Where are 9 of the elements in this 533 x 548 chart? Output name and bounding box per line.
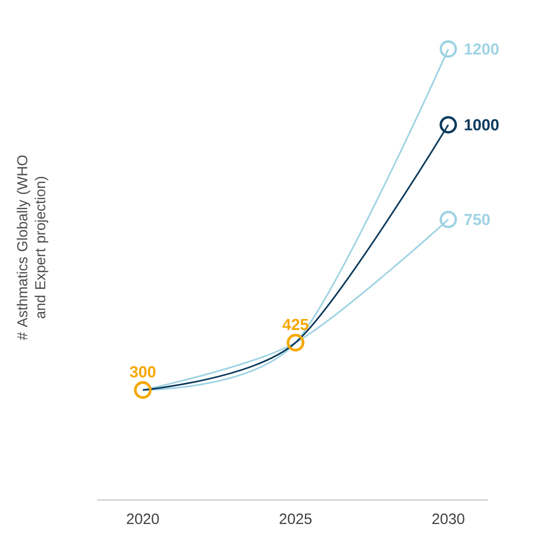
y-axis-title: # Asthmatics Globally (WHO and Expert projection) <box>16 155 48 340</box>
data-label: 425 <box>282 318 308 330</box>
x-tick-label: 2025 <box>280 514 312 524</box>
data-label: 750 <box>464 214 490 226</box>
data-label: 1200 <box>464 43 499 55</box>
data-label: 300 <box>130 366 156 378</box>
data-label: 1000 <box>464 119 499 130</box>
x-tick-label: 2030 <box>432 514 464 524</box>
x-tick-label: 2020 <box>126 514 159 524</box>
